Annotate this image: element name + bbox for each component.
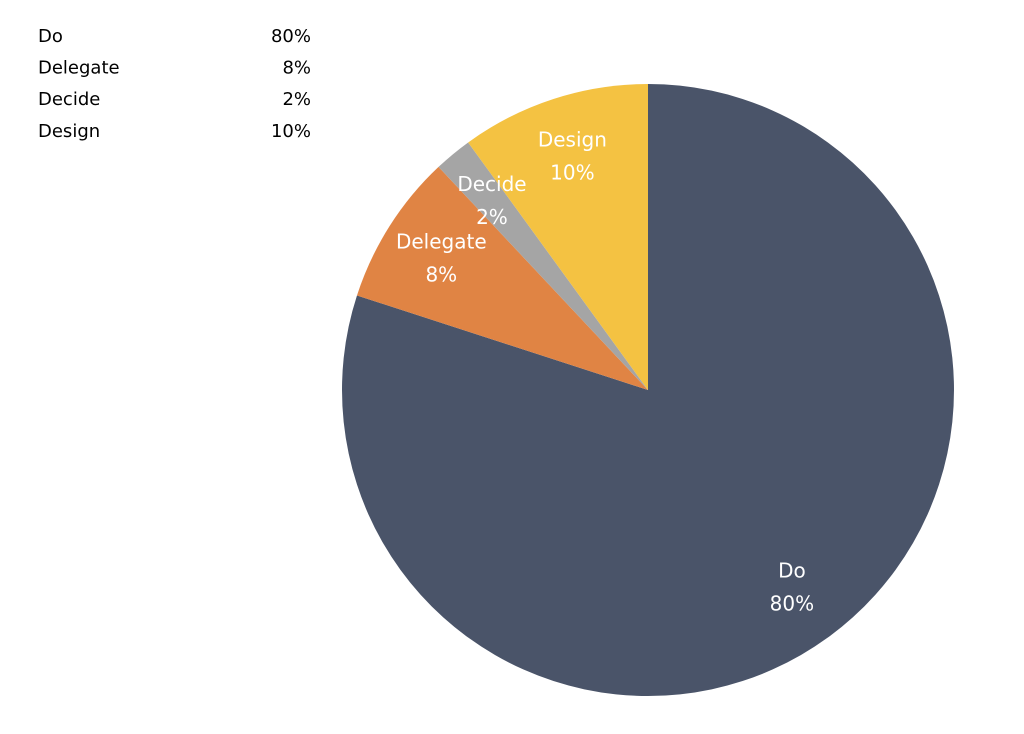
slice-value: 10% bbox=[550, 161, 594, 185]
table-value: 10% bbox=[271, 121, 311, 142]
pie-slice bbox=[468, 84, 648, 390]
table-category: Decide bbox=[38, 89, 100, 110]
table-value: 2% bbox=[282, 89, 311, 110]
table-value: 80% bbox=[271, 26, 311, 47]
slice-value: 8% bbox=[425, 262, 457, 286]
pie-slice bbox=[438, 142, 648, 390]
table-value: 8% bbox=[282, 58, 311, 79]
pie-slice bbox=[356, 166, 648, 390]
slice-value: 80% bbox=[770, 592, 814, 616]
table-category: Delegate bbox=[38, 58, 120, 79]
table-category: Design bbox=[38, 121, 100, 142]
slice-category: Delegate bbox=[396, 229, 487, 253]
slice-category: Do bbox=[778, 559, 806, 583]
slice-category: Design bbox=[538, 128, 607, 152]
slice-value: 2% bbox=[476, 205, 508, 229]
table-category: Do bbox=[38, 26, 63, 47]
slice-category: Decide bbox=[457, 172, 526, 196]
